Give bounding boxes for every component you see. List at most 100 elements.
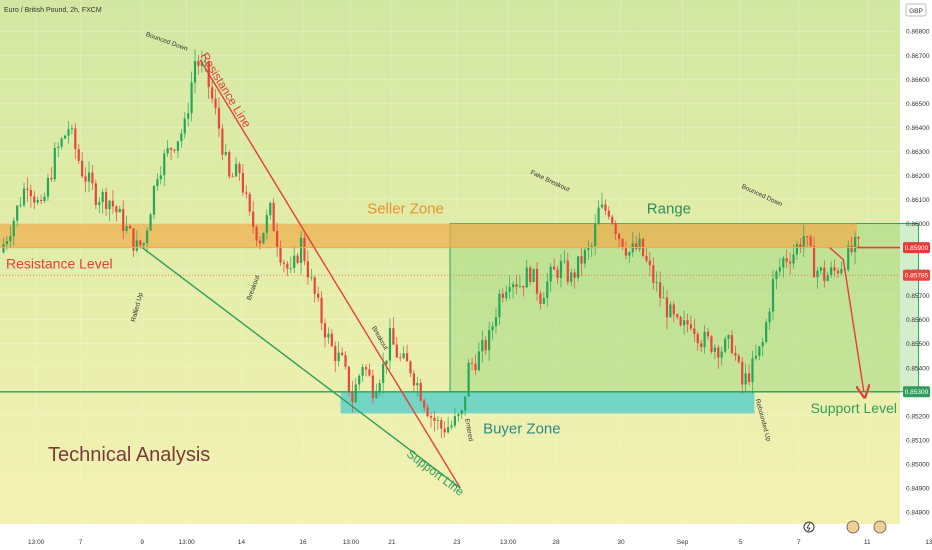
x-tick-label: 16 bbox=[299, 539, 307, 546]
candle-body bbox=[771, 279, 775, 312]
candle-body bbox=[785, 258, 788, 262]
candle-body bbox=[105, 191, 108, 209]
candle-body bbox=[706, 331, 710, 337]
candle-body bbox=[248, 193, 251, 212]
candle-body bbox=[180, 133, 183, 142]
candle-body bbox=[258, 240, 262, 244]
candle-body bbox=[416, 383, 419, 386]
candle-body bbox=[566, 260, 569, 282]
candle-body bbox=[67, 129, 70, 136]
candle-body bbox=[16, 205, 19, 221]
technical-analysis-label: Technical Analysis bbox=[48, 444, 210, 466]
candle-body bbox=[262, 232, 265, 244]
candle-body bbox=[628, 252, 631, 256]
candle-body bbox=[710, 336, 713, 352]
candle-body bbox=[700, 343, 703, 348]
candle-body bbox=[795, 244, 799, 255]
y-tick-label: 0.85100 bbox=[906, 437, 930, 444]
candle-body bbox=[245, 192, 248, 194]
candle-body bbox=[758, 346, 761, 356]
candle-body bbox=[826, 275, 829, 281]
candle-body bbox=[559, 261, 563, 279]
candle-body bbox=[111, 200, 115, 207]
candle-body bbox=[638, 238, 641, 250]
candle-body bbox=[532, 268, 535, 283]
y-tick-label: 0.86100 bbox=[906, 197, 930, 204]
candle-body bbox=[505, 291, 508, 299]
candle-body bbox=[2, 244, 5, 253]
x-tick-label: 11 bbox=[864, 539, 871, 546]
candle-body bbox=[303, 237, 306, 262]
candle-body bbox=[187, 113, 190, 119]
candle-body bbox=[583, 249, 586, 264]
projection-arrow bbox=[829, 247, 864, 392]
candle-body bbox=[563, 260, 566, 262]
candle-body bbox=[498, 293, 501, 318]
candle-body bbox=[816, 270, 819, 278]
candle-body bbox=[511, 284, 515, 288]
candle-body bbox=[293, 255, 296, 269]
y-tick-label: 0.85200 bbox=[906, 413, 930, 420]
candle-body bbox=[806, 236, 809, 238]
candle-body bbox=[135, 240, 138, 251]
y-tick-label: 0.86800 bbox=[906, 29, 930, 36]
candle-body bbox=[464, 396, 467, 411]
candle-body bbox=[347, 366, 351, 393]
candle-body bbox=[621, 239, 624, 249]
candle-body bbox=[529, 267, 532, 283]
candle-body bbox=[693, 328, 696, 335]
candle-body bbox=[313, 277, 316, 294]
y-tick-label: 0.85500 bbox=[906, 341, 930, 348]
candle-body bbox=[142, 243, 145, 246]
candle-body bbox=[775, 271, 778, 280]
candle-body bbox=[269, 202, 272, 216]
resistance-trendline[interactable] bbox=[199, 59, 461, 489]
seller-zone-label: Seller Zone bbox=[367, 201, 444, 218]
candle-body bbox=[409, 361, 412, 374]
candle-body bbox=[611, 216, 614, 224]
y-axis: 0.86800 0.86700 0.86600 0.86500 0.86400 0.863… bbox=[903, 29, 930, 516]
lines-layer bbox=[0, 59, 900, 489]
candle-body bbox=[108, 200, 111, 209]
currency-badge-box[interactable] bbox=[905, 3, 927, 17]
x-tick-label: 9 bbox=[140, 539, 144, 546]
candle-body bbox=[853, 237, 857, 253]
candle-body bbox=[830, 267, 833, 276]
candle-body bbox=[306, 261, 309, 278]
candle-body bbox=[224, 152, 227, 155]
candle-body bbox=[299, 237, 303, 263]
candle-body bbox=[778, 267, 781, 272]
candle-body bbox=[286, 263, 289, 269]
news-icon[interactable] bbox=[846, 520, 860, 534]
candle-body bbox=[799, 244, 802, 249]
candle-body bbox=[587, 247, 590, 250]
candle-body bbox=[754, 355, 757, 359]
y-tick-label: 0.85600 bbox=[906, 317, 930, 324]
support-trendline[interactable] bbox=[141, 247, 461, 489]
candle-body bbox=[50, 177, 53, 180]
candle-body bbox=[354, 384, 357, 403]
candle-body bbox=[457, 414, 460, 417]
candle-body bbox=[40, 199, 43, 202]
candle-body bbox=[214, 98, 217, 109]
candle-body bbox=[405, 353, 409, 362]
candle-body bbox=[481, 340, 484, 352]
x-tick-label: 7 bbox=[797, 539, 801, 546]
lightning-icon[interactable] bbox=[803, 521, 815, 533]
x-tick-label: 14 bbox=[238, 539, 246, 546]
toolbar-icons bbox=[803, 520, 887, 534]
range-label: Range bbox=[647, 201, 691, 218]
candle-body bbox=[9, 236, 12, 242]
candle-body bbox=[265, 215, 268, 233]
x-tick-label: 13:00 bbox=[28, 539, 45, 546]
candle-body bbox=[440, 420, 443, 429]
dividend-icon[interactable] bbox=[873, 520, 887, 534]
candle-body bbox=[368, 369, 371, 376]
candle-body bbox=[850, 245, 853, 253]
candle-body bbox=[450, 425, 453, 428]
candle-body bbox=[36, 199, 39, 203]
x-tick-label: 5 bbox=[739, 539, 743, 546]
candles-layer bbox=[2, 49, 860, 439]
